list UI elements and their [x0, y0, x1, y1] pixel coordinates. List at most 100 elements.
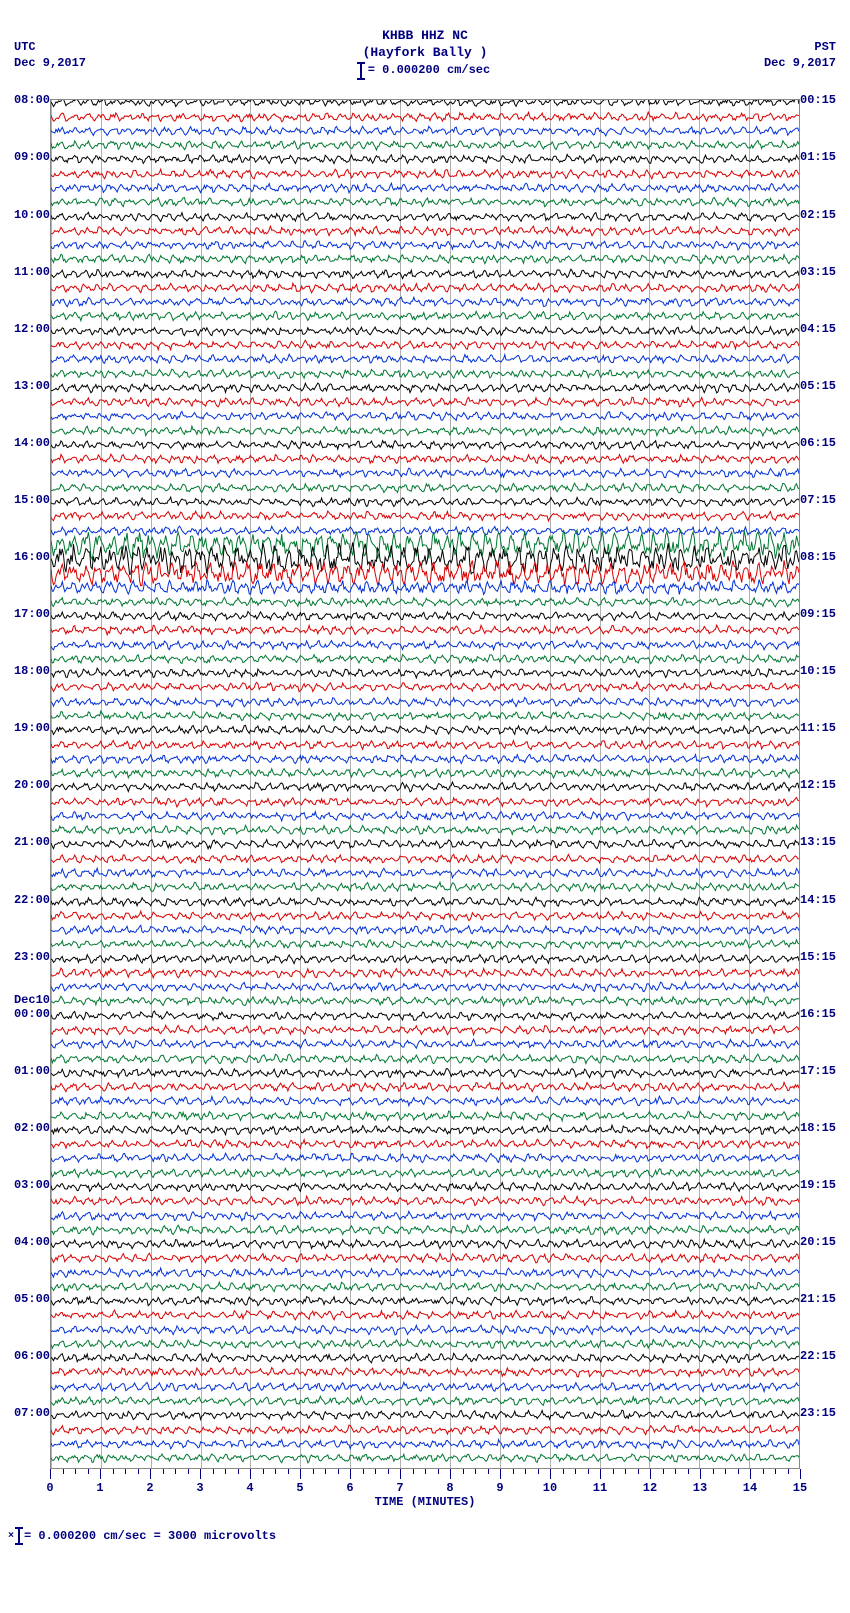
- pst-hour-label: 07:15: [800, 493, 836, 507]
- trace-line: [51, 645, 799, 659]
- trace-line: [51, 1216, 799, 1230]
- trace-line: [51, 944, 799, 958]
- trace-line: [51, 1158, 799, 1172]
- pst-hour-label: 23:15: [800, 1406, 836, 1420]
- trace-line: [51, 202, 799, 216]
- utc-hour-label: 00:00: [14, 1007, 50, 1021]
- trace-line: [51, 816, 799, 830]
- xaxis-tick-major: [600, 1469, 601, 1479]
- trace-line: [51, 787, 799, 801]
- scale-indicator: = 0.000200 cm/sec: [360, 62, 490, 80]
- trace-line: [51, 416, 799, 430]
- trace-line: [51, 502, 799, 516]
- trace-line: [51, 102, 799, 116]
- xaxis-tick-label: 14: [743, 1481, 757, 1495]
- trace-line: [51, 959, 799, 973]
- utc-hour-label: 02:00: [14, 1121, 50, 1135]
- utc-hour-label: 17:00: [14, 607, 50, 621]
- utc-hour-label: 13:00: [14, 379, 50, 393]
- trace-line: [51, 1101, 799, 1115]
- pst-hour-label: 17:15: [800, 1064, 836, 1078]
- xaxis-tick-major: [800, 1469, 801, 1479]
- seismogram-page: UTC Dec 9,2017 PST Dec 9,2017 KHBB HHZ N…: [0, 0, 850, 1553]
- gridline-vertical: [699, 100, 700, 1468]
- trace-line: [51, 1059, 799, 1073]
- trace-line: [51, 873, 799, 887]
- trace-line: [51, 1187, 799, 1201]
- trace-line: [51, 131, 799, 145]
- trace-line: [51, 1401, 799, 1415]
- left-tz: UTC: [14, 40, 86, 56]
- trace-line: [51, 716, 799, 730]
- xaxis-tick-minor: [675, 1469, 676, 1474]
- pst-hour-label: 18:15: [800, 1121, 836, 1135]
- xaxis-tick-minor: [275, 1469, 276, 1474]
- gridline-vertical: [600, 100, 601, 1468]
- trace-line: [51, 245, 799, 259]
- trace-line: [51, 1387, 799, 1401]
- trace-line: [51, 1258, 799, 1272]
- xaxis-tick-major: [150, 1469, 151, 1479]
- trace-line: [51, 217, 799, 231]
- xaxis-tick-minor: [613, 1469, 614, 1474]
- xaxis-tick-minor: [775, 1469, 776, 1474]
- gridline-vertical: [500, 100, 501, 1468]
- xaxis-tick-minor: [188, 1469, 189, 1474]
- xaxis-tick-minor: [313, 1469, 314, 1474]
- utc-hour-label: 20:00: [14, 778, 50, 792]
- trace-line: [51, 1330, 799, 1344]
- trace-line: [51, 1444, 799, 1458]
- xaxis-tick-minor: [788, 1469, 789, 1474]
- gridline-vertical: [550, 100, 551, 1468]
- footer-text: = 0.000200 cm/sec = 3000 microvolts: [24, 1529, 276, 1543]
- trace-line: [51, 374, 799, 388]
- xaxis-tick-minor: [425, 1469, 426, 1474]
- xaxis-tick-minor: [338, 1469, 339, 1474]
- trace-line: [51, 302, 799, 316]
- xaxis-tick-minor: [688, 1469, 689, 1474]
- xaxis-tick-minor: [63, 1469, 64, 1474]
- xaxis-tick-minor: [438, 1469, 439, 1474]
- utc-hour-label: 23:00: [14, 950, 50, 964]
- xaxis-tick-minor: [75, 1469, 76, 1474]
- trace-line: [51, 930, 799, 944]
- gridline-vertical: [201, 100, 202, 1468]
- pst-hour-label: 20:15: [800, 1235, 836, 1249]
- footer: × = 0.000200 cm/sec = 3000 microvolts: [0, 1509, 850, 1553]
- xaxis-tick-minor: [125, 1469, 126, 1474]
- xaxis-tick-label: 7: [396, 1481, 403, 1495]
- scale-bar-icon: [360, 62, 362, 80]
- trace-line: [51, 659, 799, 673]
- gridline-vertical: [250, 100, 251, 1468]
- left-date: Dec 9,2017: [14, 56, 86, 72]
- xaxis-tick-major: [50, 1469, 51, 1479]
- trace-line: [51, 1301, 799, 1315]
- trace-line: [51, 745, 799, 759]
- pst-hour-label: 06:15: [800, 436, 836, 450]
- station-code: KHBB HHZ NC: [0, 28, 850, 45]
- utc-hour-label: 22:00: [14, 893, 50, 907]
- xaxis-tick-minor: [575, 1469, 576, 1474]
- trace-line: [51, 259, 799, 273]
- trace-line: [51, 830, 799, 844]
- gridline-vertical: [749, 100, 750, 1468]
- trace-line: [51, 1458, 799, 1469]
- xaxis-tick-minor: [163, 1469, 164, 1474]
- trace-line: [51, 1315, 799, 1329]
- xaxis-tick-major: [450, 1469, 451, 1479]
- trace-line: [51, 1144, 799, 1158]
- trace-line: [51, 1030, 799, 1044]
- pst-hour-label: 19:15: [800, 1178, 836, 1192]
- xaxis-tick-minor: [763, 1469, 764, 1474]
- trace-line: [51, 459, 799, 473]
- pst-hour-label: 21:15: [800, 1292, 836, 1306]
- trace-line: [51, 1016, 799, 1030]
- trace-line: [51, 231, 799, 245]
- xaxis-tick-minor: [538, 1469, 539, 1474]
- x-axis-label: TIME (MINUTES): [375, 1495, 476, 1509]
- trace-line: [51, 1430, 799, 1444]
- trace-line: [51, 117, 799, 131]
- xaxis-tick-minor: [513, 1469, 514, 1474]
- utc-hour-label: 03:00: [14, 1178, 50, 1192]
- xaxis-tick-minor: [238, 1469, 239, 1474]
